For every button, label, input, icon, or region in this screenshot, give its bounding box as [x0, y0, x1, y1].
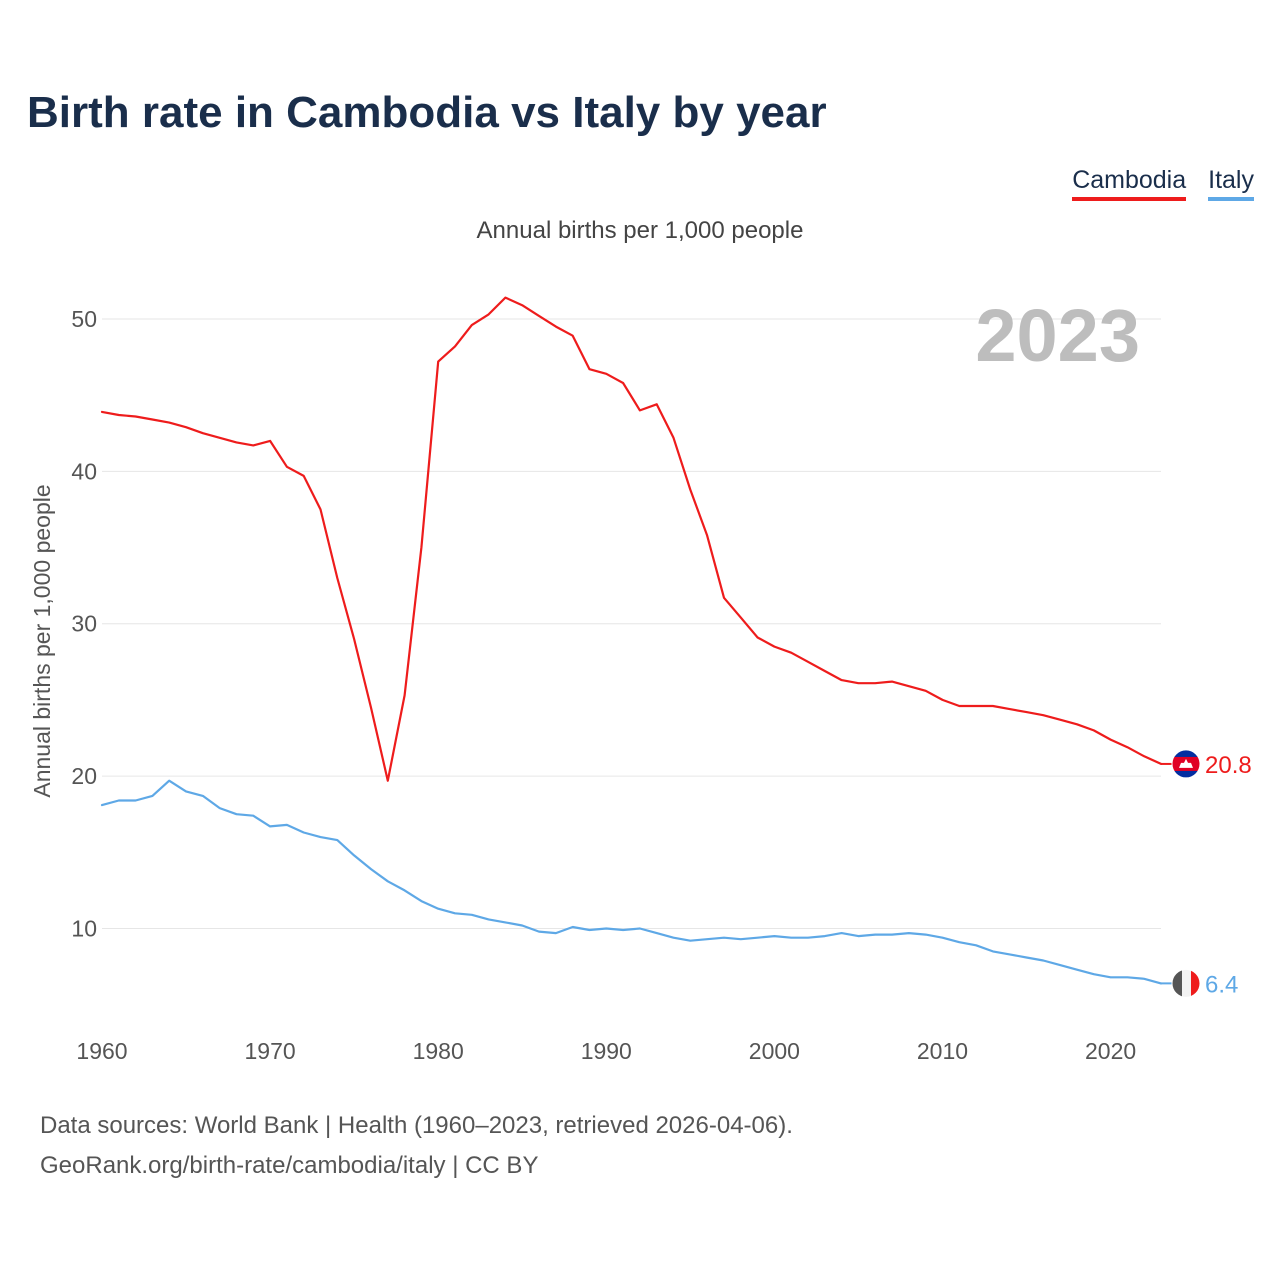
y-tick-label: 50: [71, 306, 97, 332]
marker-layer: 20.8 6.4: [1161, 749, 1252, 998]
series-line-cambodia: [100, 296, 1163, 782]
x-tick-label: 1980: [413, 1038, 464, 1064]
series-layer: [100, 296, 1163, 985]
source-note: Data sources: World Bank | Health (1960–…: [40, 1106, 793, 1186]
series-line-italy: [100, 779, 1163, 985]
x-tick-label: 2010: [917, 1038, 968, 1064]
grid-layer: [102, 318, 1161, 930]
end-value-label-cambodia: 20.8: [1205, 752, 1252, 779]
y-tick-label: 30: [71, 611, 97, 637]
chart-subtitle: Annual births per 1,000 people: [476, 217, 804, 244]
x-tick-label: 1990: [581, 1038, 632, 1064]
end-value-label-italy: 6.4: [1205, 971, 1238, 998]
italy-flag-icon: [1171, 968, 1201, 998]
y-tick-label: 20: [71, 763, 97, 789]
y-tick-label: 10: [71, 916, 97, 942]
legend-item-italy[interactable]: Italy: [1208, 166, 1254, 201]
x-tick-label: 2020: [1085, 1038, 1136, 1064]
y-axis-label: Annual births per 1,000 people: [29, 484, 55, 797]
legend-item-cambodia[interactable]: Cambodia: [1072, 166, 1187, 201]
legend: Cambodia Italy: [1072, 166, 1254, 201]
x-tick-label: 2000: [749, 1038, 800, 1064]
y-tick-label: 40: [71, 458, 97, 484]
axis-layer: 10 20 30 40 50 1960 1970 1980 1990 2000 2010 2020: [71, 306, 1136, 1064]
x-tick-label: 1960: [76, 1038, 127, 1064]
cambodia-flag-icon: [1171, 749, 1201, 779]
source-line-2[interactable]: GeoRank.org/birth-rate/cambodia/italy | …: [40, 1152, 539, 1179]
x-tick-label: 1970: [245, 1038, 296, 1064]
chart-title: Birth rate in Cambodia vs Italy by year: [27, 88, 827, 137]
source-line-1: Data sources: World Bank | Health (1960–…: [40, 1112, 793, 1139]
year-label: 2023: [975, 294, 1140, 377]
